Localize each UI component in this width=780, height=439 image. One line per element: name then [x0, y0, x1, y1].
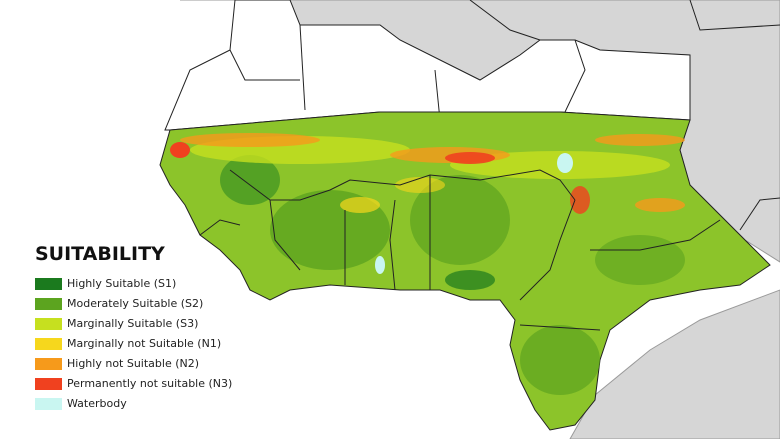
legend-label: Marginally not Suitable (N1) [67, 337, 221, 350]
legend-swatch [35, 358, 62, 370]
legend-label: Moderately Suitable (S2) [67, 297, 203, 310]
legend-label: Permanently not suitable (N3) [67, 377, 232, 390]
legend-swatch [35, 278, 62, 290]
legend-swatch [35, 318, 62, 330]
legend-swatch [35, 398, 62, 410]
legend-label: Marginally Suitable (S3) [67, 317, 198, 330]
legend-swatch [35, 338, 62, 350]
legend-swatch [35, 378, 62, 390]
legend-label: Highly Suitable (S1) [67, 277, 176, 290]
study-area [159, 111, 771, 431]
legend-title: SUITABILITY [35, 243, 165, 265]
legend: SUITABILITY Highly Suitable (S1) Moderate… [35, 243, 232, 410]
legend-label: Waterbody [67, 397, 127, 410]
legend-swatch [35, 298, 62, 310]
legend-label: Highly not Suitable (N2) [67, 357, 199, 370]
